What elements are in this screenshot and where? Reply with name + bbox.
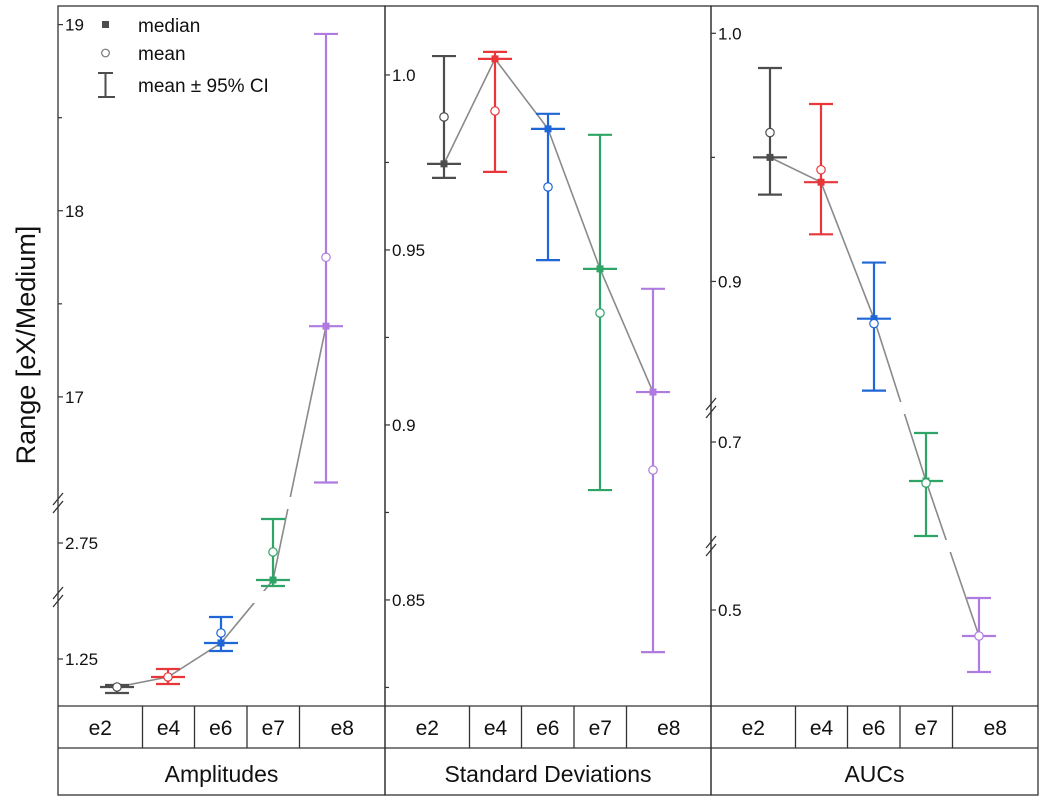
panel-frame [710, 5, 1039, 796]
category-label-e6: e6 [862, 717, 885, 740]
legend: median mean mean ± 95% CI [98, 16, 269, 98]
category-label-e4: e4 [484, 717, 508, 740]
y-tick-label: 1.0 [718, 24, 742, 43]
legend-ci-label: mean ± 95% CI [138, 76, 269, 97]
y-tick-label: 18 [65, 202, 84, 221]
category-label-e7: e7 [915, 717, 938, 740]
median-marker-e4 [491, 55, 499, 63]
median-marker-e7 [269, 576, 277, 584]
category-label-e2: e2 [89, 717, 112, 740]
median-marker-e6 [217, 639, 225, 647]
median-connecting-line [769, 156, 980, 637]
axis-break-gap [719, 402, 1036, 414]
median-marker-e2 [766, 153, 774, 161]
y-tick-label: 0.9 [718, 272, 742, 291]
mean-marker-e6 [869, 318, 879, 329]
axis-break-gap [66, 497, 383, 509]
category-label-e7: e7 [262, 717, 285, 740]
panel-amplitudes: e2 e4 e6 e7 e8 Amplitudes 1.25 2.75 17 18 19 [52, 5, 386, 796]
mean-marker-e2 [112, 682, 122, 692]
mean-marker-e2 [765, 127, 775, 138]
y-tick-label: 0.85 [392, 591, 425, 610]
y-tick-label: 2.75 [65, 534, 98, 553]
mean-marker-e4 [163, 672, 173, 682]
y-tick-label: 17 [65, 388, 84, 407]
panels: e2 e4 e6 e7 e8 Amplitudes 1.25 2.75 17 18 19 e2 e4 e6… [52, 5, 1039, 796]
axis-break-gap [719, 540, 1036, 552]
mean-marker-e4 [816, 164, 826, 175]
legend-mean-label: mean [138, 44, 186, 65]
category-label-e6: e6 [536, 717, 559, 740]
panel-frame [57, 5, 386, 796]
panel-title: Amplitudes [165, 761, 279, 787]
mean-marker-e7 [921, 478, 931, 488]
category-label-e7: e7 [589, 717, 612, 740]
y-tick-label: 0.7 [718, 433, 742, 452]
median-marker-e4 [817, 178, 825, 186]
legend-ci-icon [98, 72, 115, 98]
category-label-e4: e4 [157, 717, 181, 740]
median-marker-e7 [596, 265, 604, 273]
category-label-e8: e8 [657, 717, 680, 740]
axis-break-mark [705, 397, 717, 419]
axis-break-mark [705, 535, 717, 557]
y-axis-label: Range [eX/Medium] [11, 226, 41, 465]
mean-marker-e4 [490, 106, 500, 116]
panel-aucs: e2 e4 e6 e7 e8 AUCs 0.5 0.7 0.9 1.0 [705, 5, 1039, 796]
legend-mean-marker [101, 48, 110, 58]
category-label-e8: e8 [984, 717, 1007, 740]
mean-marker-e6 [216, 628, 226, 638]
legend-median-label: median [138, 16, 200, 37]
category-label-e2: e2 [416, 717, 439, 740]
median-marker-e2 [440, 160, 448, 168]
category-label-e4: e4 [810, 717, 834, 740]
axis-break-mark [52, 492, 64, 514]
median-marker-e8 [322, 322, 330, 330]
axis-break-mark [52, 586, 64, 608]
panel-standard-deviations: e2 e4 e6 e7 e8 Standard Deviations 0.85 0.9 0.95… [384, 5, 712, 796]
panel-title: Standard Deviations [444, 761, 651, 787]
y-tick-label: 0.9 [392, 416, 416, 435]
y-tick-label: 1.25 [65, 650, 98, 669]
mean-marker-e6 [543, 182, 553, 192]
mean-marker-e8 [321, 252, 331, 263]
y-tick-label: 1.0 [392, 66, 416, 85]
mean-marker-e2 [439, 112, 449, 122]
median-marker-e6 [544, 125, 552, 133]
legend-median-marker [102, 21, 109, 28]
category-label-e6: e6 [209, 717, 232, 740]
mean-marker-e7 [268, 547, 278, 557]
category-label-e2: e2 [742, 717, 765, 740]
mean-marker-e7 [595, 308, 605, 318]
y-tick-label: 0.95 [392, 241, 425, 260]
y-tick-label: 0.5 [718, 601, 742, 620]
y-tick-label: 19 [65, 16, 84, 35]
category-label-e8: e8 [331, 717, 354, 740]
panel-title: AUCs [844, 761, 904, 787]
axis-break-gap [66, 591, 383, 603]
mean-marker-e8 [648, 465, 658, 475]
median-marker-e8 [649, 388, 657, 396]
mean-marker-e8 [974, 631, 984, 641]
median-marker-e6 [870, 315, 878, 323]
